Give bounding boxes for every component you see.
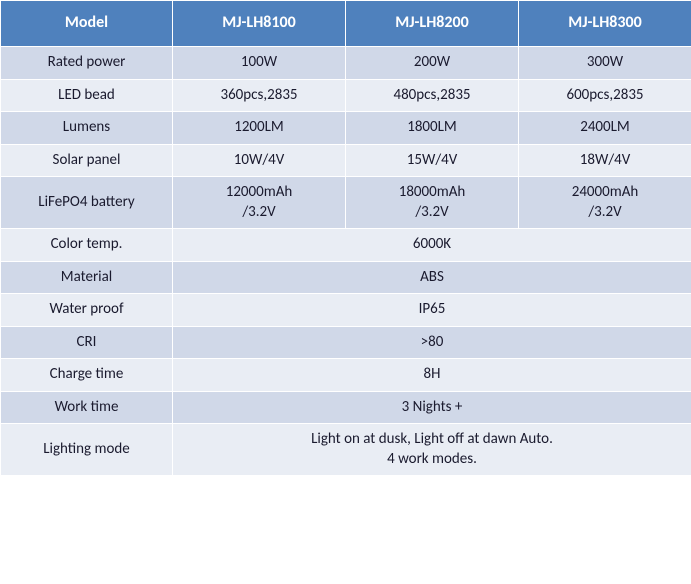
row-span-value: 6000K (173, 229, 691, 262)
row-label: Solar panel (1, 144, 173, 177)
table-row: Lighting modeLight on at dusk, Light off… (1, 424, 691, 476)
row-label: Charge time (1, 359, 173, 392)
row-label: Color temp. (1, 229, 173, 262)
table-row: Lumens1200LM1800LM2400LM (1, 112, 691, 145)
row-label: Rated power (1, 47, 173, 80)
row-label: Work time (1, 391, 173, 424)
table-row: Color temp.6000K (1, 229, 691, 262)
row-span-value: >80 (173, 326, 691, 359)
row-span-value: 8H (173, 359, 691, 392)
table-row: LED bead360pcs,2835480pcs,2835600pcs,283… (1, 79, 691, 112)
row-label: Lighting mode (1, 424, 173, 476)
row-cell: 1200LM (173, 112, 346, 145)
table-row: Rated power100W200W300W (1, 47, 691, 80)
table-body: Rated power100W200W300WLED bead360pcs,28… (1, 47, 691, 476)
row-label: CRI (1, 326, 173, 359)
row-label: LiFePO4 battery (1, 177, 173, 229)
row-cell: 10W/4V (173, 144, 346, 177)
row-label: Material (1, 261, 173, 294)
row-cell: 300W (519, 47, 691, 80)
row-cell: 360pcs,2835 (173, 79, 346, 112)
row-span-value: Light on at dusk, Light off at dawn Auto… (173, 424, 691, 476)
spec-table: Model MJ-LH8100 MJ-LH8200 MJ-LH8300 Rate… (0, 0, 691, 476)
row-cell: 24000mAh /3.2V (519, 177, 691, 229)
row-cell: 480pcs,2835 (346, 79, 519, 112)
table-row: CRI>80 (1, 326, 691, 359)
row-span-value: IP65 (173, 294, 691, 327)
table-row: Water proofIP65 (1, 294, 691, 327)
row-span-value: ABS (173, 261, 691, 294)
table-row: LiFePO4 battery12000mAh /3.2V18000mAh /3… (1, 177, 691, 229)
row-cell: 15W/4V (346, 144, 519, 177)
row-cell: 2400LM (519, 112, 691, 145)
table-header-row: Model MJ-LH8100 MJ-LH8200 MJ-LH8300 (1, 1, 691, 47)
col-2: MJ-LH8200 (346, 1, 519, 47)
col-1: MJ-LH8100 (173, 1, 346, 47)
row-cell: 18W/4V (519, 144, 691, 177)
row-cell: 18000mAh /3.2V (346, 177, 519, 229)
col-model: Model (1, 1, 173, 47)
table-row: Charge time8H (1, 359, 691, 392)
table-row: Work time3 Nights + (1, 391, 691, 424)
row-cell: 12000mAh /3.2V (173, 177, 346, 229)
row-cell: 200W (346, 47, 519, 80)
row-span-value: 3 Nights + (173, 391, 691, 424)
row-label: Water proof (1, 294, 173, 327)
row-cell: 100W (173, 47, 346, 80)
col-3: MJ-LH8300 (519, 1, 691, 47)
row-cell: 600pcs,2835 (519, 79, 691, 112)
table-row: Solar panel10W/4V15W/4V18W/4V (1, 144, 691, 177)
row-label: LED bead (1, 79, 173, 112)
row-cell: 1800LM (346, 112, 519, 145)
row-label: Lumens (1, 112, 173, 145)
table-row: MaterialABS (1, 261, 691, 294)
